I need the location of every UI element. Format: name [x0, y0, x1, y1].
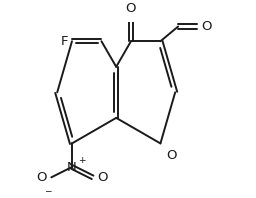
- Text: O: O: [126, 2, 136, 15]
- Text: O: O: [36, 171, 47, 184]
- Text: O: O: [166, 149, 176, 162]
- Text: O: O: [202, 20, 212, 33]
- Text: −: −: [44, 186, 51, 195]
- Text: +: +: [78, 156, 86, 165]
- Text: O: O: [97, 171, 108, 184]
- Text: F: F: [61, 35, 68, 48]
- Text: N: N: [67, 161, 77, 173]
